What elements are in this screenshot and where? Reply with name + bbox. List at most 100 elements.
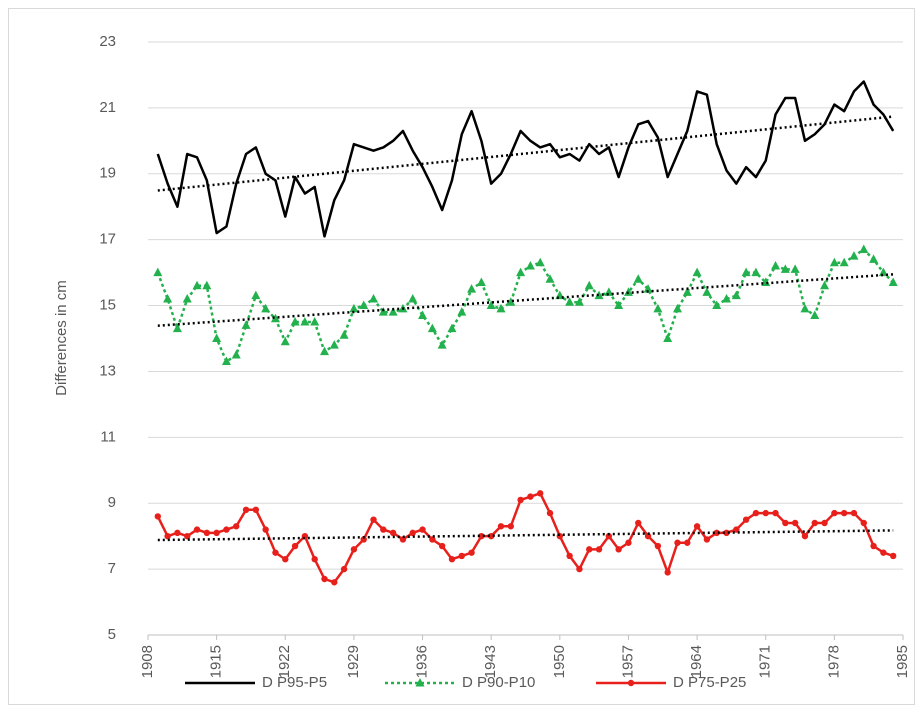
data-point [860, 519, 867, 527]
data-point [507, 523, 514, 530]
data-point [840, 509, 848, 517]
data-point [476, 277, 486, 286]
x-tick-label: 1908 [139, 645, 156, 678]
data-point [448, 556, 456, 563]
y-tick-label: 11 [100, 428, 116, 445]
data-point [664, 569, 671, 576]
data-point [566, 552, 573, 560]
y-tick-label: 13 [99, 362, 116, 379]
data-point [527, 493, 534, 500]
data-point [388, 307, 398, 316]
data-point [594, 290, 604, 300]
data-point [280, 336, 290, 346]
data-point [674, 539, 681, 546]
data-point [182, 293, 192, 303]
data-point [574, 297, 584, 306]
data-point [172, 323, 182, 333]
x-tick-label: 1971 [757, 645, 774, 678]
y-tick-label: 19 [99, 165, 116, 182]
data-point [800, 303, 810, 313]
data-point [633, 274, 643, 283]
data-point [576, 565, 583, 573]
legend-marker [627, 679, 635, 687]
data-point [468, 549, 475, 556]
y-axis-label: Differences in cm [53, 280, 70, 396]
data-point [810, 310, 820, 319]
data-point [663, 333, 673, 342]
data-point [350, 546, 358, 553]
data-point [378, 307, 388, 316]
data-point [752, 509, 760, 517]
data-point [153, 267, 163, 277]
data-point [349, 303, 359, 313]
x-tick-label: 1978 [825, 645, 842, 678]
data-point [584, 280, 594, 290]
data-point [251, 290, 261, 300]
data-point [329, 340, 339, 349]
data-point [625, 539, 632, 546]
data-point [184, 532, 191, 540]
data-point [203, 529, 211, 537]
y-tick-label: 17 [99, 231, 116, 248]
data-point [310, 317, 320, 326]
data-point [497, 523, 505, 530]
x-tick-label: 1950 [551, 645, 568, 678]
data-point [486, 300, 496, 310]
data-point [889, 552, 897, 560]
data-point [301, 532, 309, 540]
data-point [241, 320, 251, 329]
y-tick-label: 21 [99, 99, 116, 116]
data-point [192, 280, 202, 290]
data-point [556, 532, 564, 540]
data-point [672, 303, 682, 313]
data-point [780, 264, 790, 273]
y-tick-label: 7 [108, 560, 116, 577]
data-point [193, 526, 201, 533]
data-point [811, 519, 818, 527]
data-point [290, 317, 300, 326]
x-tick-label: 1985 [894, 645, 911, 678]
data-point [771, 261, 781, 270]
data-point [380, 526, 387, 533]
data-point [437, 340, 447, 349]
data-point [595, 546, 603, 553]
data-point [849, 251, 859, 260]
data-point [586, 546, 593, 553]
data-point [535, 257, 545, 267]
data-point [722, 293, 732, 303]
x-tick-label: 1957 [619, 645, 636, 678]
data-point [733, 526, 740, 533]
data-point [731, 290, 741, 300]
y-tick-label: 23 [99, 33, 116, 50]
data-point [839, 257, 849, 267]
data-point [154, 513, 162, 520]
data-point [331, 579, 338, 586]
data-point [231, 349, 241, 359]
data-point [223, 526, 230, 533]
data-point [261, 303, 271, 313]
data-point [614, 300, 624, 310]
data-point [339, 330, 349, 339]
data-point [702, 287, 712, 296]
data-point [272, 549, 279, 556]
data-point [340, 565, 348, 573]
data-point [370, 516, 377, 523]
data-point [319, 346, 329, 356]
data-point [202, 280, 212, 290]
data-point [762, 509, 769, 517]
data-point [880, 549, 887, 556]
data-point [360, 536, 367, 543]
series-line [156, 248, 895, 363]
data-point [791, 519, 799, 527]
data-point [615, 546, 622, 553]
data-point [869, 254, 879, 263]
data-point [682, 287, 692, 296]
data-point [742, 516, 750, 523]
trend-line [157, 115, 894, 192]
series-line [156, 492, 894, 584]
data-point [888, 277, 898, 286]
data-point [829, 257, 839, 267]
data-point [605, 532, 613, 540]
data-point [692, 267, 702, 277]
